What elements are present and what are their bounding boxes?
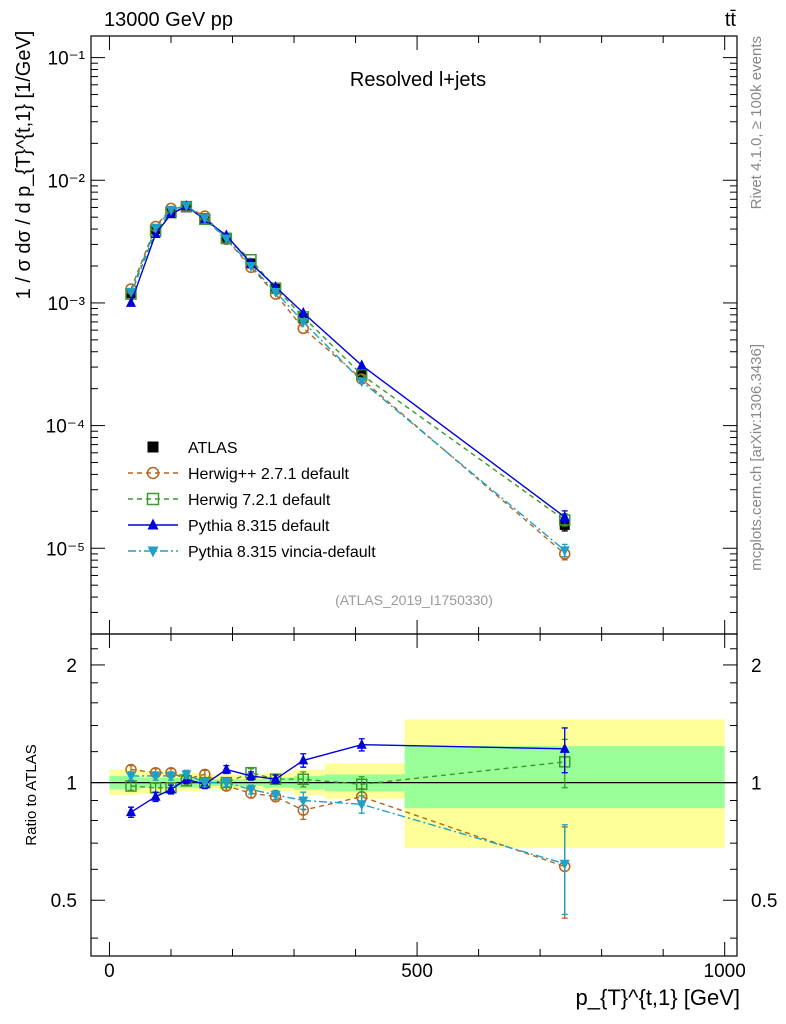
legend-label: Herwig++ 2.7.1 default [188,466,350,483]
data-point [181,201,192,212]
data-point [356,377,367,388]
data-point [125,296,136,307]
data-point [559,510,570,521]
series-line-herwig-7-2-1-default [130,205,566,521]
main-plot-content [125,200,571,561]
ratio-y-tick-label: 1 [66,774,77,795]
ratio-y-tick-label: 0.5 [51,891,77,912]
legend: ATLAS Herwig++ 2.7.1 default Herwig 7.2.1 … [128,440,376,561]
ratio-data-point [298,754,309,765]
ratio-data-point [150,771,161,782]
y-tick-label: 10⁻² [48,171,86,192]
ratio-y-axis-label: Ratio to ATLAS [23,744,40,845]
ratio-series-pythia-8-315-vincia-default [125,769,570,916]
ratio-data-point [181,770,192,781]
ratio-data-point [150,790,161,801]
ratio-data-point [297,773,310,785]
ratio-data-point [221,778,232,789]
legend-label: Pythia 8.315 default [188,518,330,535]
data-point [270,287,281,298]
ratio-frame [90,633,738,957]
legend-label: ATLAS [188,440,238,457]
ratio-data-point [355,778,368,791]
main-ticks: 10⁻¹ 10⁻² 10⁻³ 10⁻⁴ 10⁻⁵ [46,36,737,635]
legend-marker [147,546,159,558]
ratio-data-point [199,778,210,789]
ratio-data-point [298,796,309,807]
header-right: tt̄ [725,9,737,31]
y-tick-label: 10⁻⁵ [46,539,85,560]
legend-marker [147,518,159,530]
y-tick-label: 10⁻¹ [48,49,86,70]
rivet-label: Rivet 4.1.0, ≥ 100k events [748,36,765,209]
legend-label: Pythia 8.315 vincia-default [188,544,376,561]
legend-item-pythia-8-315-vincia-default: Pythia 8.315 vincia-default [128,544,376,561]
x-tick-label: 0 [104,961,115,982]
data-point [150,223,161,234]
legend-item-herwig-7-2-1-default: Herwig 7.2.1 default [128,492,331,509]
data-point [245,262,256,273]
y-tick-label: 10⁻⁴ [46,417,85,438]
legend-item-pythia-8-315-default: Pythia 8.315 default [128,518,330,535]
ratio-y-tick-label: 2 [66,656,77,677]
data-point [221,234,232,245]
legend-marker [146,466,160,480]
ratio-data-point [165,771,176,782]
data-point [165,205,176,216]
legend-marker [147,441,159,453]
data-point [559,546,570,557]
ratio-data-point [559,742,570,753]
legend-item-atlas: ATLAS [147,440,238,457]
main-panel: 10⁻¹ 10⁻² 10⁻³ 10⁻⁴ 10⁻⁵ Resolved l+jets (AT… [13,31,738,635]
ratio-plot-content [91,719,737,919]
header-left: 13000 GeV pp [104,9,233,31]
ratio-data-point [125,771,136,782]
x-axis-label: p_{T}^{t,1} [GeV] [576,985,740,1010]
ratio-data-point [125,806,136,817]
x-tick-label: 500 [401,961,433,982]
legend-label: Herwig 7.2.1 default [188,492,331,509]
analysis-tag: (ATLAS_2019_I1750330) [335,592,493,608]
x-tick-label: 1000 [704,961,746,982]
ratio-y-tick-label-right: 1 [751,774,762,795]
ratio-y-tick-label-right: 2 [751,656,762,677]
data-point [199,214,210,225]
ratio-y-tick-label-right: 0.5 [751,891,777,912]
ratio-ticks: 2 2 1 1 0.5 0.5 0 500 1000 [51,634,777,982]
legend-marker [146,492,160,506]
legend-item-herwig-2-7-1-default: Herwig++ 2.7.1 default [128,466,350,483]
ratio-data-point [356,738,367,749]
ratio-data-point [270,773,281,784]
ratio-data-point [270,790,281,801]
main-title: Resolved l+jets [350,69,486,91]
ratio-data-point [559,859,570,870]
data-point [298,306,309,317]
ratio-panel: 2 2 1 1 0.5 0.5 0 500 1000 Ratio to ATLAS p_{T}^… [23,633,777,1010]
ratio-data-point [245,785,256,796]
series-pythia-8-315-vincia-default [125,201,570,558]
mcplots-label: mcplots.cern.ch [arXiv:1306.3436] [748,344,765,571]
ratio-data-point [356,800,367,811]
data-point [298,317,309,328]
ratio-data-point [245,769,256,780]
ratio-data-point [221,763,232,774]
ratio-data-point [165,783,176,794]
main-y-axis-label: 1 / σ dσ / d p_{T}^{t,1} [1/GeV] [13,31,35,300]
data-point [125,287,136,298]
data-point [356,359,367,370]
y-tick-label: 10⁻³ [48,294,86,315]
